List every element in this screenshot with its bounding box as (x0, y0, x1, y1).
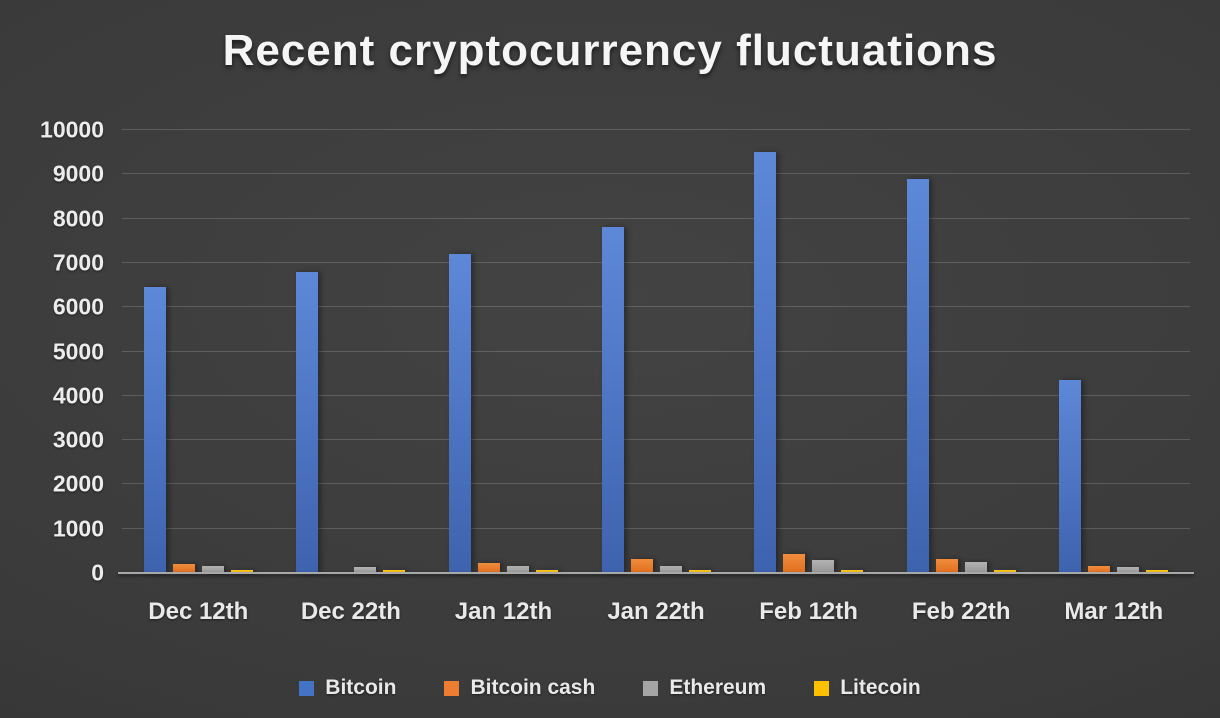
y-tick-label: 7000 (52, 249, 104, 276)
y-tick-label: 0 (91, 559, 104, 586)
bar-groups (122, 130, 1190, 573)
x-axis-labels: Dec 12th Dec 22th Jan 12th Jan 22th Feb 12th… (122, 598, 1190, 626)
legend-item-bitcoin: Bitcoin (299, 676, 396, 700)
chart-title: Recent cryptocurrency fluctuations (222, 26, 998, 75)
bar-bitcoin (754, 152, 777, 573)
gridline (122, 483, 1190, 485)
bar-ethereum (1117, 567, 1140, 573)
bar-litecoin (383, 570, 406, 573)
gridline (122, 217, 1190, 219)
y-tick-label: 5000 (52, 338, 104, 364)
bar-group-feb-22th (885, 130, 1038, 573)
x-axis-label: Jan 22th (607, 598, 705, 625)
y-tick-label: 6000 (52, 293, 104, 320)
legend-swatch-icon (643, 680, 659, 696)
gridline (122, 173, 1190, 175)
legend-swatch-icon (299, 680, 315, 696)
y-tick-label: 2000 (52, 470, 104, 497)
bar-litecoin (1146, 570, 1169, 573)
legend-item-bitcoin-cash: Bitcoin cash (444, 676, 595, 700)
legend-label: Bitcoin (325, 676, 397, 699)
legend-swatch-icon (444, 680, 460, 696)
x-axis-label: Dec 12th (148, 598, 249, 625)
bar-bitcoin (296, 271, 319, 573)
legend-item-litecoin: Litecoin (814, 676, 921, 700)
bar-ethereum (201, 566, 224, 573)
y-tick-label: 4000 (52, 382, 104, 409)
bar-group-dec-12th (122, 130, 275, 573)
bar-group-mar-12th (1037, 130, 1190, 573)
x-axis-label: Feb 22th (911, 598, 1011, 625)
legend-swatch-icon (814, 680, 830, 696)
gridline (122, 261, 1190, 263)
x-axis-label: Jan 12th (454, 598, 553, 625)
bar-litecoin (841, 569, 864, 573)
bar-group-feb-12th (732, 130, 885, 573)
legend-label: Bitcoin cash (470, 676, 596, 699)
legend-label: Ethereum (669, 676, 767, 699)
gridline (122, 129, 1190, 130)
bar-group-jan-22th (580, 130, 733, 573)
gridline (122, 527, 1190, 529)
legend-label: Litecoin (840, 676, 921, 699)
x-axis-label: Feb 12th (759, 598, 858, 625)
y-axis: 0 1000 2000 3000 4000 5000 6000 7000 8000 9000 100… (0, 118, 104, 584)
y-tick-label: 3000 (52, 426, 104, 453)
bar-group-jan-12th (427, 130, 580, 573)
bar-litecoin (535, 570, 558, 573)
bar-bitcoin-cash (630, 558, 653, 573)
gridline (122, 439, 1190, 441)
y-tick-label: 1000 (52, 515, 104, 542)
plot-area (118, 129, 1194, 574)
bar-bitcoin (601, 227, 624, 573)
bar-bitcoin (448, 254, 471, 573)
legend: Bitcoin Bitcoin cash Ethereum Litecoin (0, 676, 1220, 700)
x-axis-label: Dec 22th (300, 598, 401, 625)
y-tick-label: 9000 (52, 160, 104, 187)
bar-ethereum (354, 567, 377, 573)
bar-ethereum (506, 566, 529, 573)
bar-bitcoin (906, 178, 929, 573)
bar-ethereum (964, 561, 987, 573)
gridline (122, 350, 1190, 352)
legend-item-ethereum: Ethereum (643, 676, 766, 700)
y-tick-label: 10000 (40, 116, 104, 143)
bar-group-dec-22th (275, 130, 428, 573)
bar-litecoin (993, 570, 1016, 573)
bar-bitcoin-cash (477, 563, 500, 573)
gridline (122, 306, 1190, 308)
bar-litecoin (230, 570, 253, 573)
bar-ethereum (812, 560, 835, 573)
gridline (122, 394, 1190, 396)
bar-bitcoin-cash (783, 554, 806, 573)
bar-bitcoin-cash (1088, 565, 1111, 573)
y-tick-label: 8000 (52, 205, 104, 232)
bar-bitcoin-cash (935, 558, 958, 573)
bar-ethereum (659, 566, 682, 573)
x-axis-label: Mar 12th (1064, 598, 1164, 625)
bar-bitcoin (143, 287, 166, 573)
bar-litecoin (688, 570, 711, 573)
bar-bitcoin (1059, 380, 1082, 573)
bar-bitcoin-cash (172, 564, 195, 573)
x-axis-line (118, 572, 1194, 574)
